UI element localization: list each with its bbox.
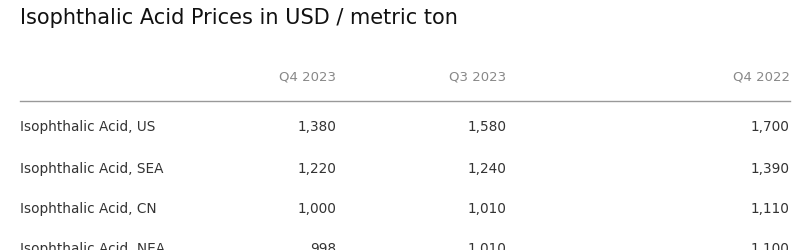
Text: Q3 2023: Q3 2023 <box>449 70 506 83</box>
Text: Isophthalic Acid, CN: Isophthalic Acid, CN <box>20 201 157 215</box>
Text: 1,240: 1,240 <box>467 161 506 175</box>
Text: 1,110: 1,110 <box>751 201 790 215</box>
Text: 1,700: 1,700 <box>751 120 790 134</box>
Text: 1,010: 1,010 <box>467 241 506 250</box>
Text: Isophthalic Acid, US: Isophthalic Acid, US <box>20 120 156 134</box>
Text: 1,380: 1,380 <box>297 120 336 134</box>
Text: 998: 998 <box>310 241 336 250</box>
Text: Q4 2022: Q4 2022 <box>733 70 790 83</box>
Text: 1,010: 1,010 <box>467 201 506 215</box>
Text: Q4 2023: Q4 2023 <box>279 70 336 83</box>
Text: Isophthalic Acid, SEA: Isophthalic Acid, SEA <box>20 161 164 175</box>
Text: 1,390: 1,390 <box>751 161 790 175</box>
Text: Isophthalic Acid Prices in USD / metric ton: Isophthalic Acid Prices in USD / metric … <box>20 8 458 28</box>
Text: 1,220: 1,220 <box>297 161 336 175</box>
Text: 1,000: 1,000 <box>297 201 336 215</box>
Text: 1,100: 1,100 <box>751 241 790 250</box>
Text: 1,580: 1,580 <box>467 120 506 134</box>
Text: Isophthalic Acid, NEA: Isophthalic Acid, NEA <box>20 241 165 250</box>
